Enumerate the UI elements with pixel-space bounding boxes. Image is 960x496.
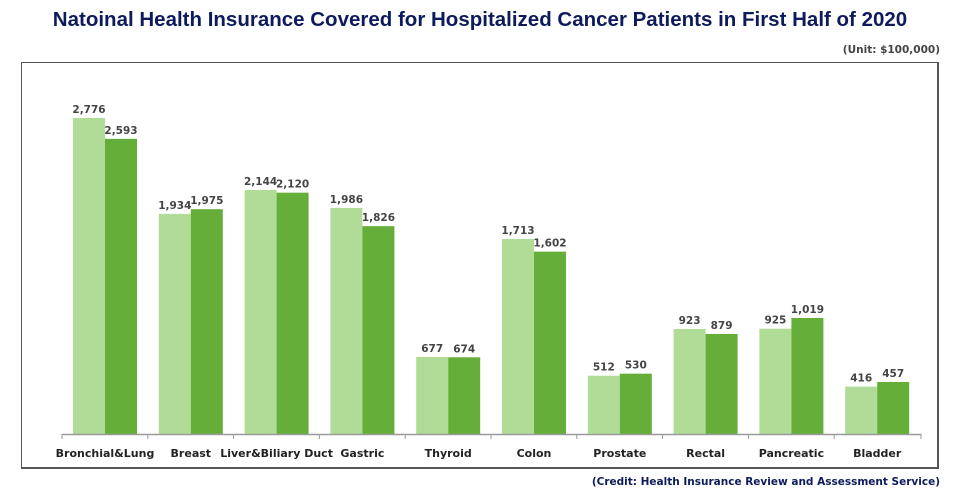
data-label: 879 [711,320,733,332]
data-label: 2,776 [72,104,105,116]
x-tick-label: Liver&Biliary Duct [220,447,333,460]
data-label: 512 [593,362,615,374]
x-tick-label: Bladder [853,447,902,460]
bar-1 [673,328,706,434]
data-label: 1,975 [190,195,223,207]
chart-title: Natoinal Health Insurance Covered for Ho… [52,8,908,31]
data-label: 2,144 [244,176,277,188]
x-tick-label: Pancreatic [759,447,824,460]
x-tick-label: Colon [517,447,552,460]
data-label: 923 [679,315,701,327]
data-label: 674 [453,343,475,355]
bar-1 [759,328,792,434]
bar-1 [158,213,191,434]
data-label: 1,019 [791,304,824,316]
bar-2 [362,226,395,434]
bar-2 [534,251,566,434]
bar-2 [791,318,824,434]
bar-2 [276,192,309,434]
bar-1 [244,189,277,434]
x-tick-label: Rectal [686,447,725,460]
bar-2 [190,209,223,434]
data-label: 1,826 [362,212,395,224]
x-tick-label: Prostate [593,447,646,460]
bar-2 [619,373,652,434]
bar-2 [448,357,481,434]
chart-frame [21,62,939,469]
bar-2 [877,381,910,434]
data-label: 416 [850,373,872,385]
data-label: 1,934 [158,200,191,212]
bar-2 [705,333,738,434]
bar-1 [416,356,449,434]
data-label: 1,602 [533,238,566,250]
data-label: 2,593 [104,125,137,137]
data-label: 1,713 [501,225,534,237]
x-tick-label: Bronchial&Lung [56,447,155,460]
data-label: 457 [882,368,904,380]
data-label: 2,120 [276,179,309,191]
x-tick-label: Breast [171,447,212,460]
data-label: 677 [421,343,443,355]
bar-1 [73,118,105,434]
credit-text: (Credit: Health Insurance Review and Ass… [591,476,940,488]
data-label: 1,986 [330,194,363,206]
bar-1 [587,375,620,434]
bar-1 [330,207,363,434]
data-label: 530 [625,360,647,372]
bar-1 [845,386,878,434]
bar-2 [105,138,137,434]
data-label: 925 [764,315,786,327]
bar-1 [502,239,534,434]
x-tick-label: Gastric [340,447,384,460]
unit-label: (Unit: $100,000) [842,44,940,56]
x-tick-label: Thyroid [425,447,472,460]
